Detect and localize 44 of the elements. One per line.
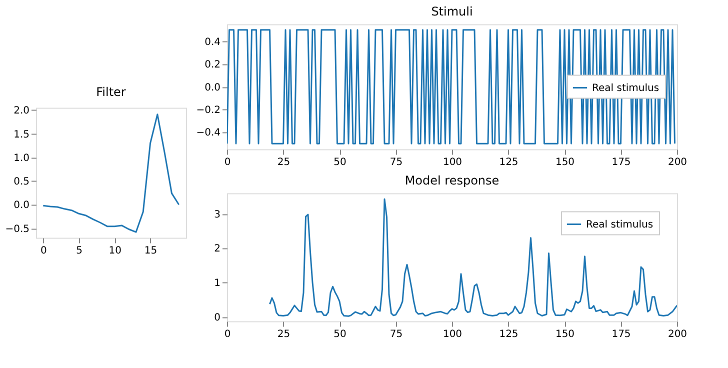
x-tick-label: 200 (668, 328, 688, 340)
x-tick-label: 0 (40, 245, 47, 256)
x-tick-label: 25 (277, 328, 290, 340)
y-tick-label: −0.5 (5, 224, 30, 235)
y-tick-label: −0.2 (196, 104, 220, 116)
y-tick-label: 0.2 (204, 60, 220, 71)
chart-title: Model response (404, 173, 500, 188)
y-tick-label: 0.4 (204, 36, 220, 48)
y-tick-label: 0 (214, 312, 220, 324)
legend-label: Real stimulus (592, 82, 660, 94)
y-tick-label: 1.0 (14, 152, 30, 164)
x-tick-label: 150 (555, 328, 575, 340)
x-tick-label: 75 (390, 156, 403, 168)
y-tick-label: 2.0 (14, 106, 30, 117)
x-tick-label: 5 (76, 245, 83, 256)
y-tick-label: −0.4 (196, 128, 220, 139)
x-tick-label: 125 (499, 328, 518, 340)
chart-title: Stimuli (431, 4, 473, 18)
line-series (42, 114, 180, 233)
y-tick-label: 0.0 (204, 82, 220, 94)
y-tick-label: 1 (214, 278, 220, 289)
y-tick-label: 2 (214, 244, 220, 255)
x-tick-label: 175 (612, 156, 631, 168)
x-tick-label: 200 (668, 156, 688, 168)
y-tick-label: 3 (214, 209, 220, 220)
x-tick-label: 100 (442, 328, 462, 340)
chart-title: Filter (96, 85, 126, 100)
y-tick-label: 1.5 (14, 129, 30, 140)
x-tick-label: 100 (442, 156, 462, 168)
x-tick-label: 0 (224, 328, 231, 340)
legend-label: Real stimulus (586, 219, 654, 230)
x-tick-label: 15 (144, 245, 158, 256)
x-tick-label: 50 (334, 156, 346, 168)
x-tick-label: 75 (390, 328, 403, 340)
x-tick-label: 175 (612, 328, 631, 340)
x-tick-label: 10 (108, 245, 122, 256)
y-tick-label: 0.0 (14, 200, 30, 212)
x-tick-label: 50 (334, 328, 346, 340)
x-tick-label: 125 (499, 156, 518, 168)
x-tick-label: 0 (224, 156, 231, 168)
y-tick-label: 0.5 (14, 176, 30, 188)
line-series (269, 198, 677, 317)
x-tick-label: 150 (555, 156, 575, 168)
x-tick-label: 25 (277, 156, 290, 168)
